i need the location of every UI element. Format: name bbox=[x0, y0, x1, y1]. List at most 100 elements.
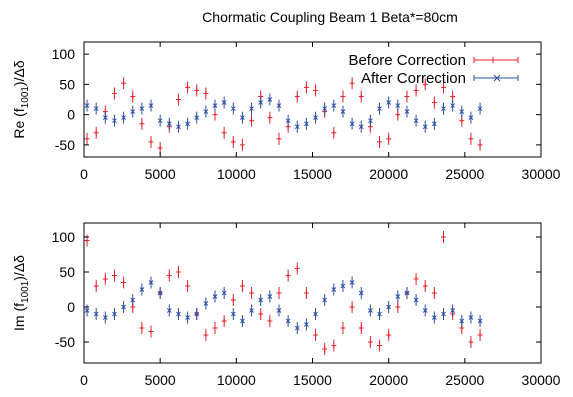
y-tick-label: -50 bbox=[55, 137, 75, 153]
data-point bbox=[303, 290, 309, 296]
data-point bbox=[249, 290, 255, 296]
data-point bbox=[459, 109, 465, 114]
data-point bbox=[203, 332, 209, 338]
data-point bbox=[221, 318, 227, 324]
data-point bbox=[84, 238, 90, 243]
y-tick-label: 100 bbox=[52, 46, 76, 62]
data-point bbox=[340, 325, 346, 331]
y-tick-label: 0 bbox=[67, 107, 75, 123]
data-point bbox=[121, 115, 126, 121]
data-point bbox=[313, 87, 319, 93]
data-point bbox=[258, 100, 264, 105]
data-point bbox=[322, 346, 328, 352]
data-point bbox=[331, 343, 337, 348]
data-point bbox=[148, 329, 154, 334]
data-point bbox=[121, 304, 126, 310]
data-point bbox=[422, 81, 428, 87]
data-point bbox=[322, 297, 328, 303]
data-point bbox=[240, 318, 245, 324]
data-point bbox=[386, 100, 392, 105]
data-point bbox=[477, 318, 483, 324]
data-point bbox=[349, 80, 355, 86]
legend-label: Before Correction bbox=[348, 52, 466, 69]
data-point bbox=[166, 121, 172, 127]
data-point bbox=[212, 325, 218, 331]
data-point bbox=[93, 130, 99, 136]
x-tick-label: 10000 bbox=[217, 166, 256, 182]
data-point bbox=[267, 318, 273, 324]
data-point bbox=[413, 118, 419, 124]
data-point bbox=[166, 273, 172, 278]
data-point bbox=[239, 283, 245, 289]
data-point bbox=[267, 294, 273, 299]
plot-frame bbox=[83, 41, 542, 158]
data-point bbox=[194, 311, 200, 317]
series-before bbox=[84, 77, 483, 154]
data-point bbox=[304, 121, 309, 127]
data-point bbox=[441, 234, 447, 240]
data-point bbox=[340, 283, 346, 289]
data-point bbox=[276, 308, 282, 313]
x-tick-label: 15000 bbox=[293, 166, 332, 182]
data-point bbox=[93, 283, 99, 289]
data-point bbox=[102, 315, 108, 320]
data-point bbox=[194, 87, 200, 93]
y-tick-label: 50 bbox=[59, 264, 75, 280]
data-point bbox=[212, 112, 218, 118]
data-point bbox=[358, 290, 364, 296]
legend-marker bbox=[473, 57, 519, 63]
data-point bbox=[450, 93, 456, 99]
data-point bbox=[432, 121, 437, 127]
data-point bbox=[148, 280, 154, 285]
data-point bbox=[377, 343, 383, 348]
data-point bbox=[294, 93, 300, 99]
data-point bbox=[368, 118, 373, 124]
y-tick-label: -50 bbox=[55, 334, 75, 350]
data-point bbox=[157, 145, 163, 151]
series-after bbox=[84, 93, 483, 133]
data-point bbox=[386, 304, 392, 310]
data-point bbox=[358, 325, 364, 331]
data-point bbox=[358, 124, 364, 130]
data-point bbox=[185, 84, 191, 90]
data-point bbox=[203, 90, 209, 96]
data-point bbox=[93, 311, 99, 317]
data-point bbox=[111, 273, 117, 278]
data-point bbox=[276, 290, 282, 296]
x-tick-label: 30000 bbox=[522, 166, 561, 182]
data-point bbox=[139, 106, 145, 111]
data-point bbox=[249, 106, 254, 111]
data-point bbox=[121, 280, 127, 285]
x-tick-label: 15000 bbox=[293, 372, 332, 388]
data-point bbox=[212, 103, 218, 108]
data-point bbox=[413, 297, 419, 303]
data-point bbox=[121, 80, 127, 86]
x-tick-label: 20000 bbox=[369, 166, 408, 182]
data-point bbox=[221, 100, 227, 105]
x-tick-label: 5000 bbox=[145, 372, 176, 388]
y-tick-label: 100 bbox=[52, 229, 76, 245]
x-tick-label: 30000 bbox=[522, 372, 561, 388]
data-point bbox=[258, 311, 264, 317]
data-point bbox=[404, 109, 410, 114]
data-point bbox=[175, 269, 181, 275]
data-point bbox=[139, 287, 145, 292]
data-point bbox=[422, 283, 428, 289]
data-point bbox=[102, 115, 108, 121]
data-point bbox=[413, 87, 419, 93]
data-point bbox=[230, 311, 236, 317]
data-point bbox=[331, 287, 337, 292]
data-point bbox=[386, 136, 392, 142]
plot-area bbox=[84, 231, 483, 355]
panel-real: 0 5000 10000 15000 20000 25000 30000 -50 0 50 100 R… bbox=[11, 41, 561, 182]
data-point bbox=[175, 97, 181, 102]
data-point bbox=[112, 118, 117, 124]
data-point bbox=[230, 297, 236, 303]
series-after bbox=[84, 276, 483, 334]
series-before bbox=[84, 231, 483, 355]
data-point bbox=[340, 93, 346, 99]
data-point bbox=[313, 311, 318, 317]
legend-marker bbox=[473, 74, 519, 82]
